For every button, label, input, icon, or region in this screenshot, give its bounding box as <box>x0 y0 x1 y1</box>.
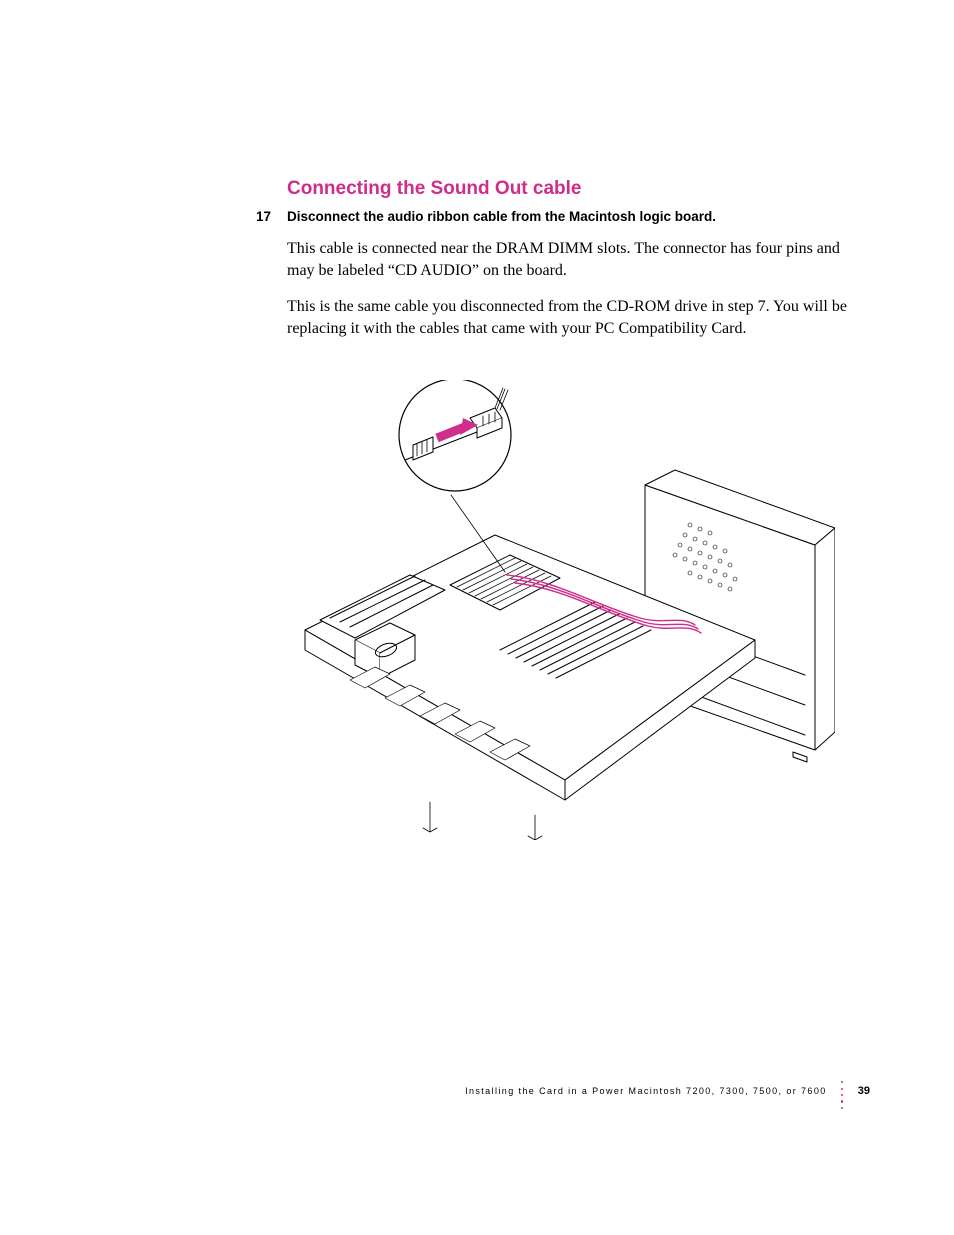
section-heading: Connecting the Sound Out cable <box>287 178 582 200</box>
step-number: 17 <box>256 209 271 224</box>
page-number: 39 <box>858 1085 870 1097</box>
body-paragraph-1: This cable is connected near the DRAM DI… <box>287 238 857 282</box>
footer-dots-icon <box>841 1077 843 1109</box>
page-footer: Installing the Card in a Power Macintosh… <box>0 1075 870 1107</box>
step-instruction: Disconnect the audio ribbon cable from t… <box>287 209 716 224</box>
callout-detail <box>399 380 511 491</box>
footer-chapter-title: Installing the Card in a Power Macintosh… <box>465 1086 827 1096</box>
logic-board-illustration <box>295 380 835 840</box>
body-paragraph-2: This is the same cable you disconnected … <box>287 296 857 340</box>
manual-page: Connecting the Sound Out cable 17 Discon… <box>0 0 954 1235</box>
